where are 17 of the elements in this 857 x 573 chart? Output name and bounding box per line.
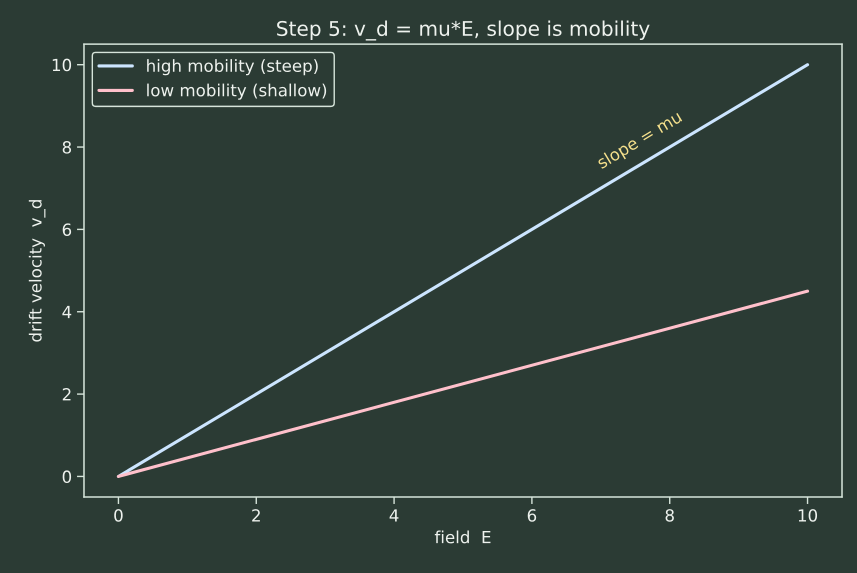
y-tick-label: 2 [62, 388, 71, 400]
y-tick-label: 8 [62, 141, 72, 154]
legend-label: high mobility (steep) [147, 59, 318, 76]
y-tick-label: 0 [62, 470, 72, 484]
x-tick-label: 6 [528, 509, 536, 522]
x-axis-title: field E [434, 530, 490, 544]
y-tick-label: 6 [62, 223, 72, 236]
x-tick-label: 10 [798, 509, 818, 522]
y-axis-title: drift velocity v_d [28, 200, 46, 342]
y-tick-label: 4 [62, 306, 72, 318]
y-tick-label: 10 [52, 58, 72, 72]
chart-title: Step 5: v_d = mu*E, slope is mobility [277, 20, 650, 41]
x-tick-label: 2 [252, 509, 260, 522]
x-tick-label: 8 [666, 509, 674, 522]
legend-label: low mobility (shallow) [147, 84, 326, 100]
x-tick-label: 4 [390, 509, 398, 522]
x-tick-label: 0 [114, 509, 123, 522]
